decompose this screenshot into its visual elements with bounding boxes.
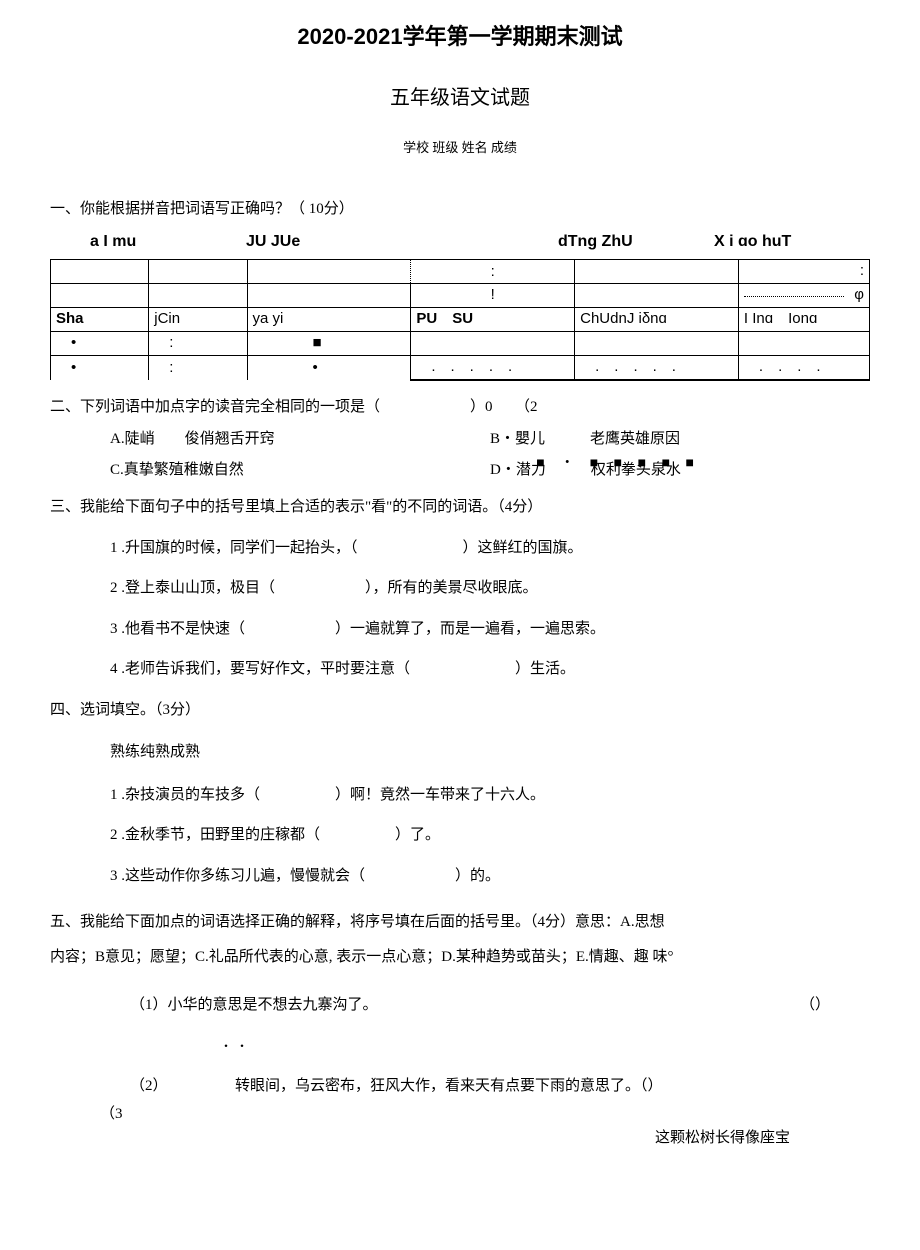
pinyin-grid-1: :: !φ Sha jCin ya yi PU SU ChUdnJ iδnɑ I… <box>50 259 870 381</box>
q2-dots: ■ ・ ■ ■ ■ ■ ■ <box>536 453 700 474</box>
grid-pu: PU <box>416 310 437 327</box>
pinyin-4: dTng ZhU <box>558 230 714 254</box>
q2-header: 二、下列词语中加点字的读音完全相同的一项是（ ）0 （2 <box>50 396 870 419</box>
subtitle: 五年级语文试题 <box>50 83 870 113</box>
q4-header: 四、选词填空。（3分） <box>50 699 870 722</box>
q5-header-1: 五、我能给下面加点的词语选择正确的解释，将序号填在后面的括号里。（4分）意思：A… <box>50 914 665 930</box>
q5-header-2: 内容；B意见；愿望；C.礼品所代表的心意, 表示一点心意；D.某种趋势或苗头；E… <box>50 949 674 965</box>
main-title: 2020-2021学年第一学期期末测试 <box>50 20 870 53</box>
q5-1: （1）小华的意思是不想去九寨沟了。 （） <box>130 994 870 1017</box>
q3-2: 2 .登上泰山山顶，极目（ ），所有的美景尽收眼底。 <box>110 577 870 600</box>
q2-options: A.陡峭 俊俏翘舌开窍 B・嬰儿 老鹰英雄原因 ■ ・ ■ ■ ■ ■ ■ C.… <box>110 428 870 481</box>
q3-4: 4 .老师告诉我们，要写好作文，平时要注意（ ）生活。 <box>110 658 870 681</box>
pinyin-3 <box>402 230 558 254</box>
q2-optC: C.真挚繁殖稚嫩自然 <box>110 459 490 482</box>
q5-1-text: （1）小华的意思是不想去九寨沟了。 <box>130 997 378 1013</box>
q5-2-text: （2） 转眼间，乌云密布，狂风大作，看来天有点要下雨的意思了。（） <box>130 1078 663 1094</box>
grid-jcin: jCin <box>149 308 247 332</box>
q3-1: 1 .升国旗的时候，同学们一起抬头，（ ）这鲜红的国旗。 <box>110 537 870 560</box>
pinyin-2: JU JUe <box>246 230 402 254</box>
info-line: 学校 班级 姓名 成绩 <box>50 138 870 158</box>
grid-iona: Ionɑ <box>788 310 817 327</box>
q5-prefix-3: （3 <box>100 1103 123 1126</box>
pinyin-1: a I mu <box>90 230 246 254</box>
grid-iina: I Inɑ <box>744 310 773 327</box>
q2-optA: A.陡峭 俊俏翘舌开窍 <box>110 428 490 451</box>
q1-header: 一、你能根据拼音把词语写正确吗？（ 10分） <box>50 198 870 221</box>
grid-yayi: ya yi <box>247 308 411 332</box>
q2-optB: B・嬰儿 老鹰英雄原因 <box>490 428 870 451</box>
q5-1-paren: （） <box>800 994 830 1017</box>
q4-3: 3 .这些动作你多练习儿遍，慢慢就会（ ）的。 <box>110 865 870 888</box>
q5-dots: ・・ <box>220 1037 870 1055</box>
q3-3: 3 .他看书不是快速（ ）一遍就算了，而是一遍看，一遍思索。 <box>110 618 870 641</box>
q5-2: （3 （2） 转眼间，乌云密布，狂风大作，看来天有点要下雨的意思了。（） <box>130 1075 870 1098</box>
q4-1: 1 .杂技演员的车技多（ ）啊！竟然一车带来了十六人。 <box>110 784 870 807</box>
grid-chudn: ChUdnJ iδnɑ <box>575 308 739 332</box>
pinyin-top-row: a I mu JU JUe dTng ZhU X i ɑo huT <box>90 230 870 254</box>
pinyin-5: X i ɑo huT <box>714 230 870 254</box>
q3-header: 三、我能给下面句子中的括号里填上合适的表示"看"的不同的词语。（4分） <box>50 496 870 519</box>
phi: φ <box>854 286 864 303</box>
bottom-text: 这颗松树长得像座宝 <box>50 1127 790 1150</box>
grid-su: SU <box>452 310 473 327</box>
grid-sha: Sha <box>51 308 149 332</box>
q4-2: 2 .金秋季节，田野里的庄稼都（ ）了。 <box>110 824 870 847</box>
grid-area: :: !φ Sha jCin ya yi PU SU ChUdnJ iδnɑ I… <box>50 259 870 381</box>
q5-header: 五、我能给下面加点的词语选择正确的解释，将序号填在后面的括号里。（4分）意思：A… <box>50 905 870 974</box>
q4-words: 熟练纯熟成熟 <box>110 741 870 764</box>
